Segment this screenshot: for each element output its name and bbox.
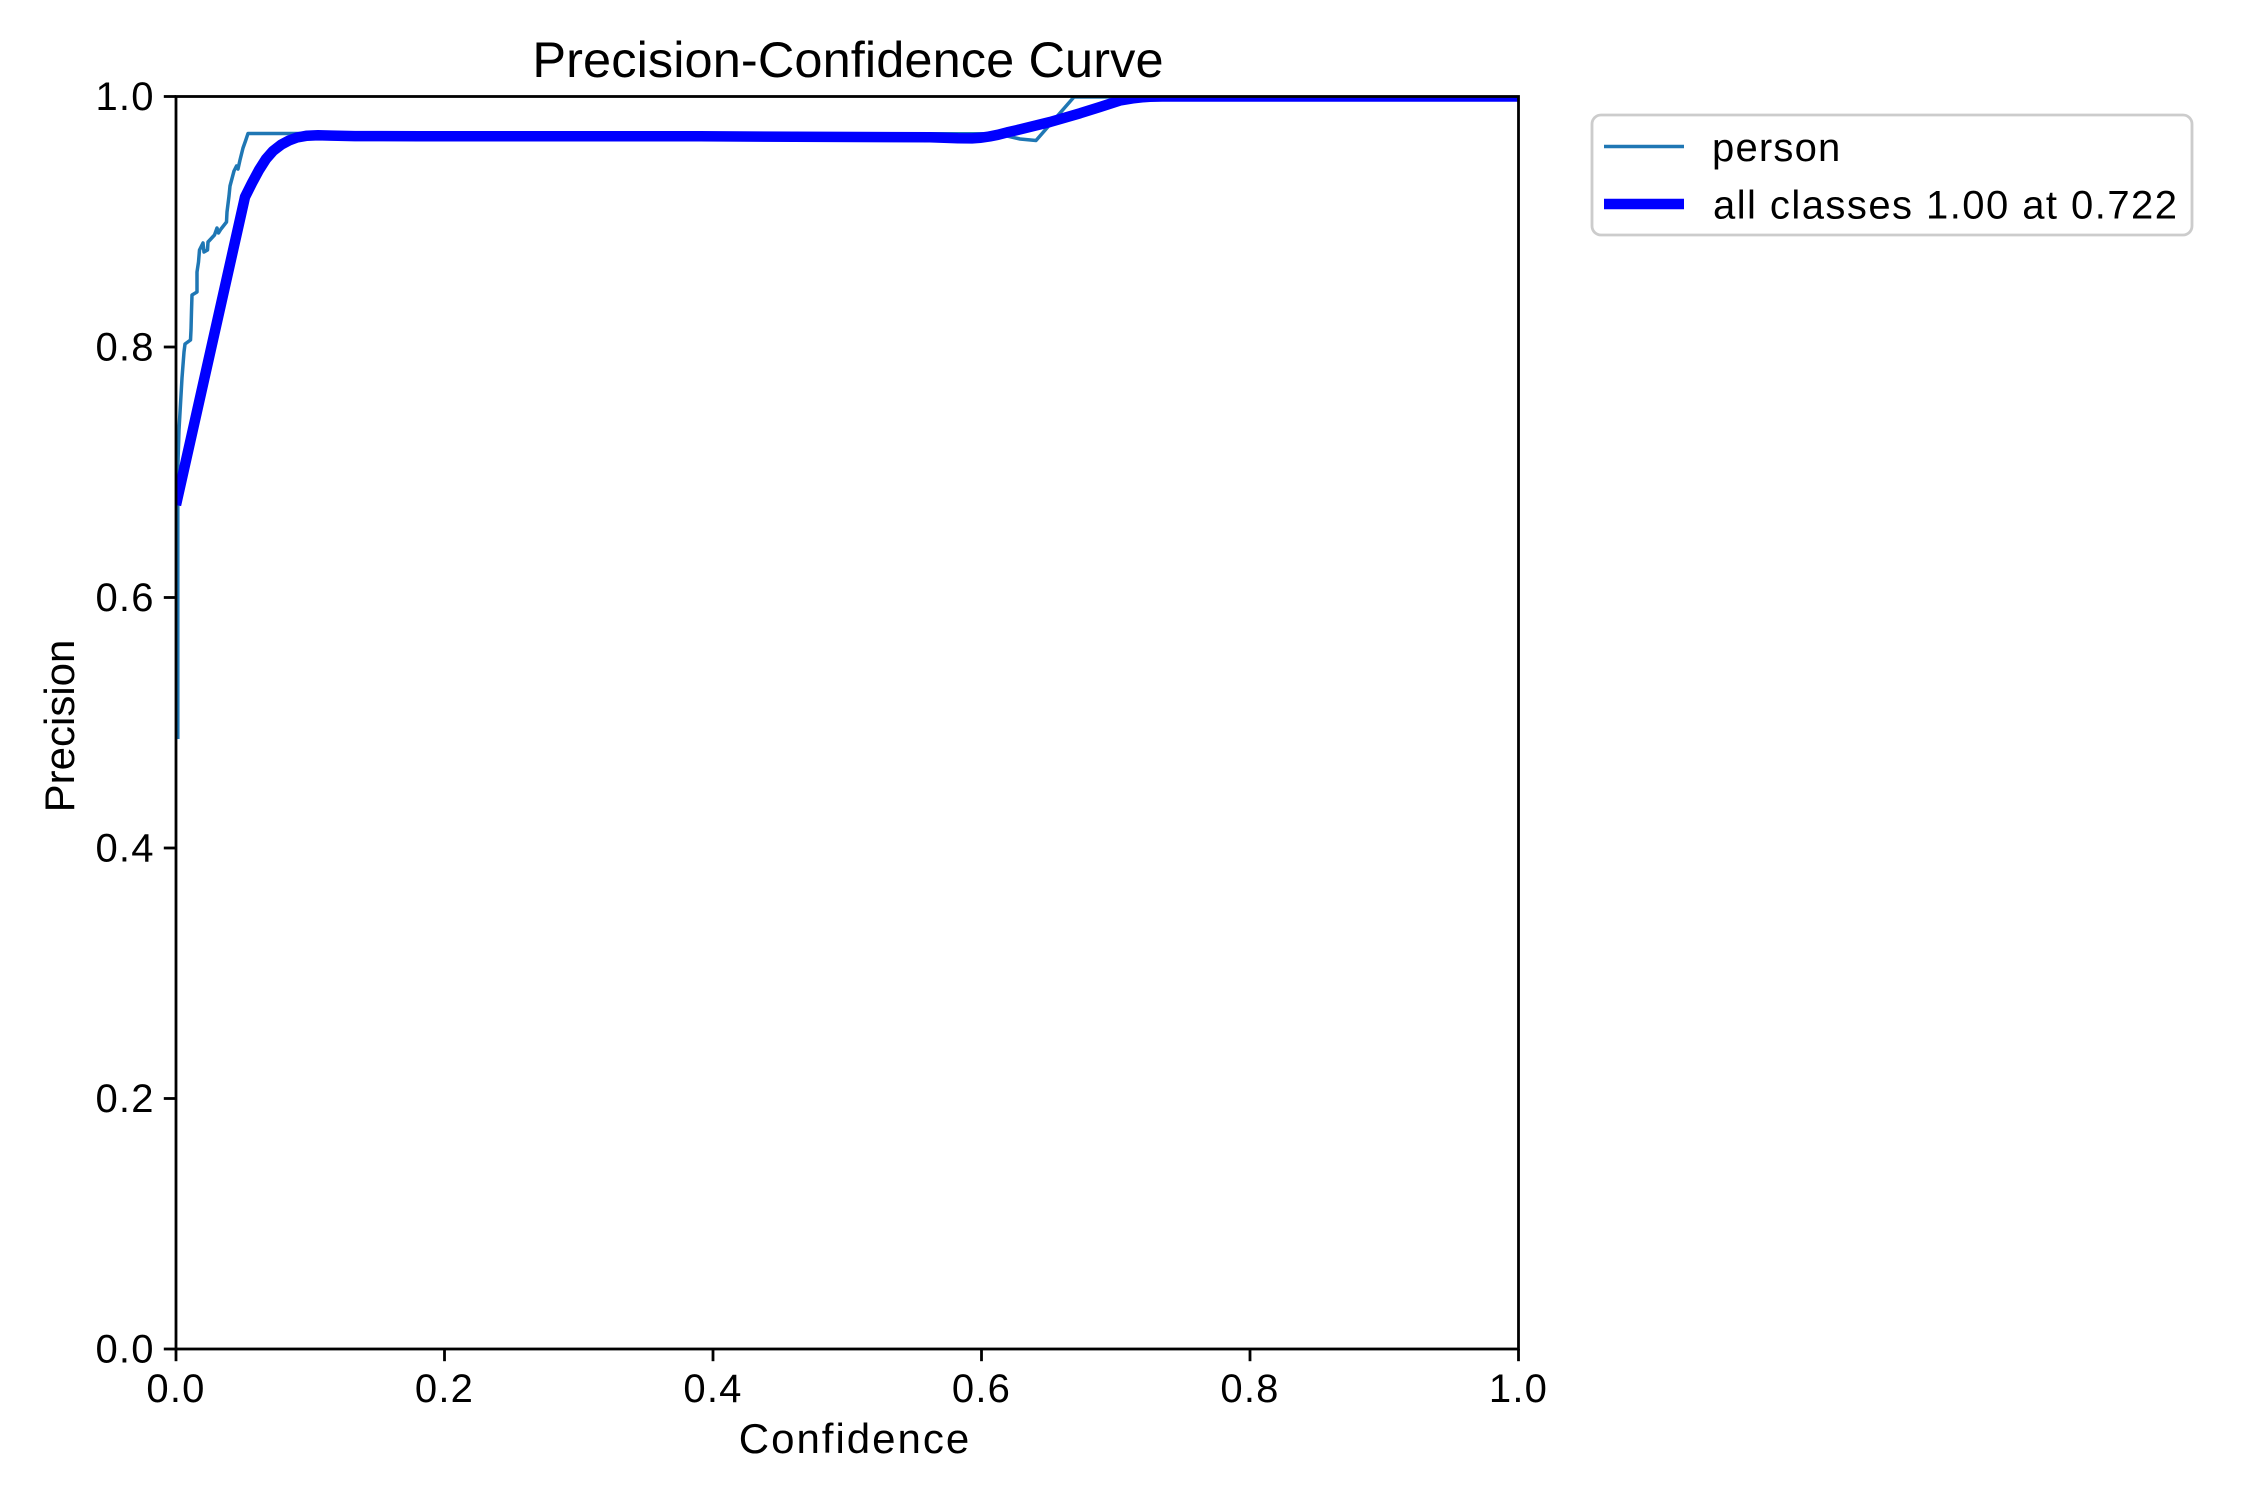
svg-text:0.2: 0.2	[415, 1367, 474, 1411]
svg-text:person: person	[1712, 126, 1842, 170]
svg-text:0.8: 0.8	[95, 326, 154, 370]
svg-text:Confidence: Confidence	[739, 1415, 971, 1462]
svg-text:0.4: 0.4	[683, 1367, 742, 1411]
svg-text:0.4: 0.4	[95, 827, 154, 871]
svg-text:1.0: 1.0	[95, 75, 154, 119]
svg-text:0.6: 0.6	[952, 1367, 1011, 1411]
svg-text:0.6: 0.6	[95, 576, 154, 620]
svg-text:all classes 1.00 at 0.722: all classes 1.00 at 0.722	[1713, 184, 2178, 228]
svg-text:0.0: 0.0	[146, 1367, 205, 1411]
svg-text:Precision: Precision	[36, 640, 83, 813]
svg-text:0.0: 0.0	[95, 1328, 154, 1372]
svg-text:Precision-Confidence Curve: Precision-Confidence Curve	[532, 31, 1163, 88]
svg-text:0.8: 0.8	[1220, 1367, 1279, 1411]
svg-text:1.0: 1.0	[1489, 1367, 1548, 1411]
svg-text:0.2: 0.2	[95, 1077, 154, 1121]
